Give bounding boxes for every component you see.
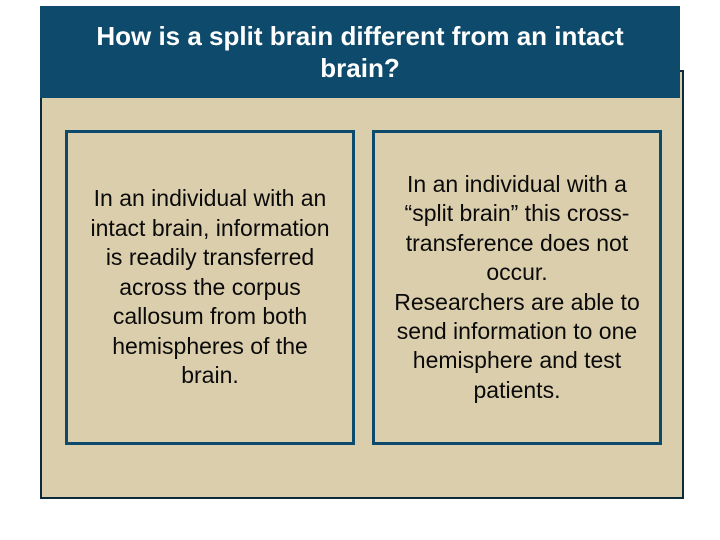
left-column: In an individual with an intact brain, i… xyxy=(65,130,355,445)
slide: How is a split brain different from an i… xyxy=(0,0,720,540)
title-panel: How is a split brain different from an i… xyxy=(40,6,680,98)
right-column-text: In an individual with a “split brain” th… xyxy=(389,170,645,406)
slide-title: How is a split brain different from an i… xyxy=(70,20,650,85)
left-column-text: In an individual with an intact brain, i… xyxy=(82,184,338,390)
right-column: In an individual with a “split brain” th… xyxy=(372,130,662,445)
